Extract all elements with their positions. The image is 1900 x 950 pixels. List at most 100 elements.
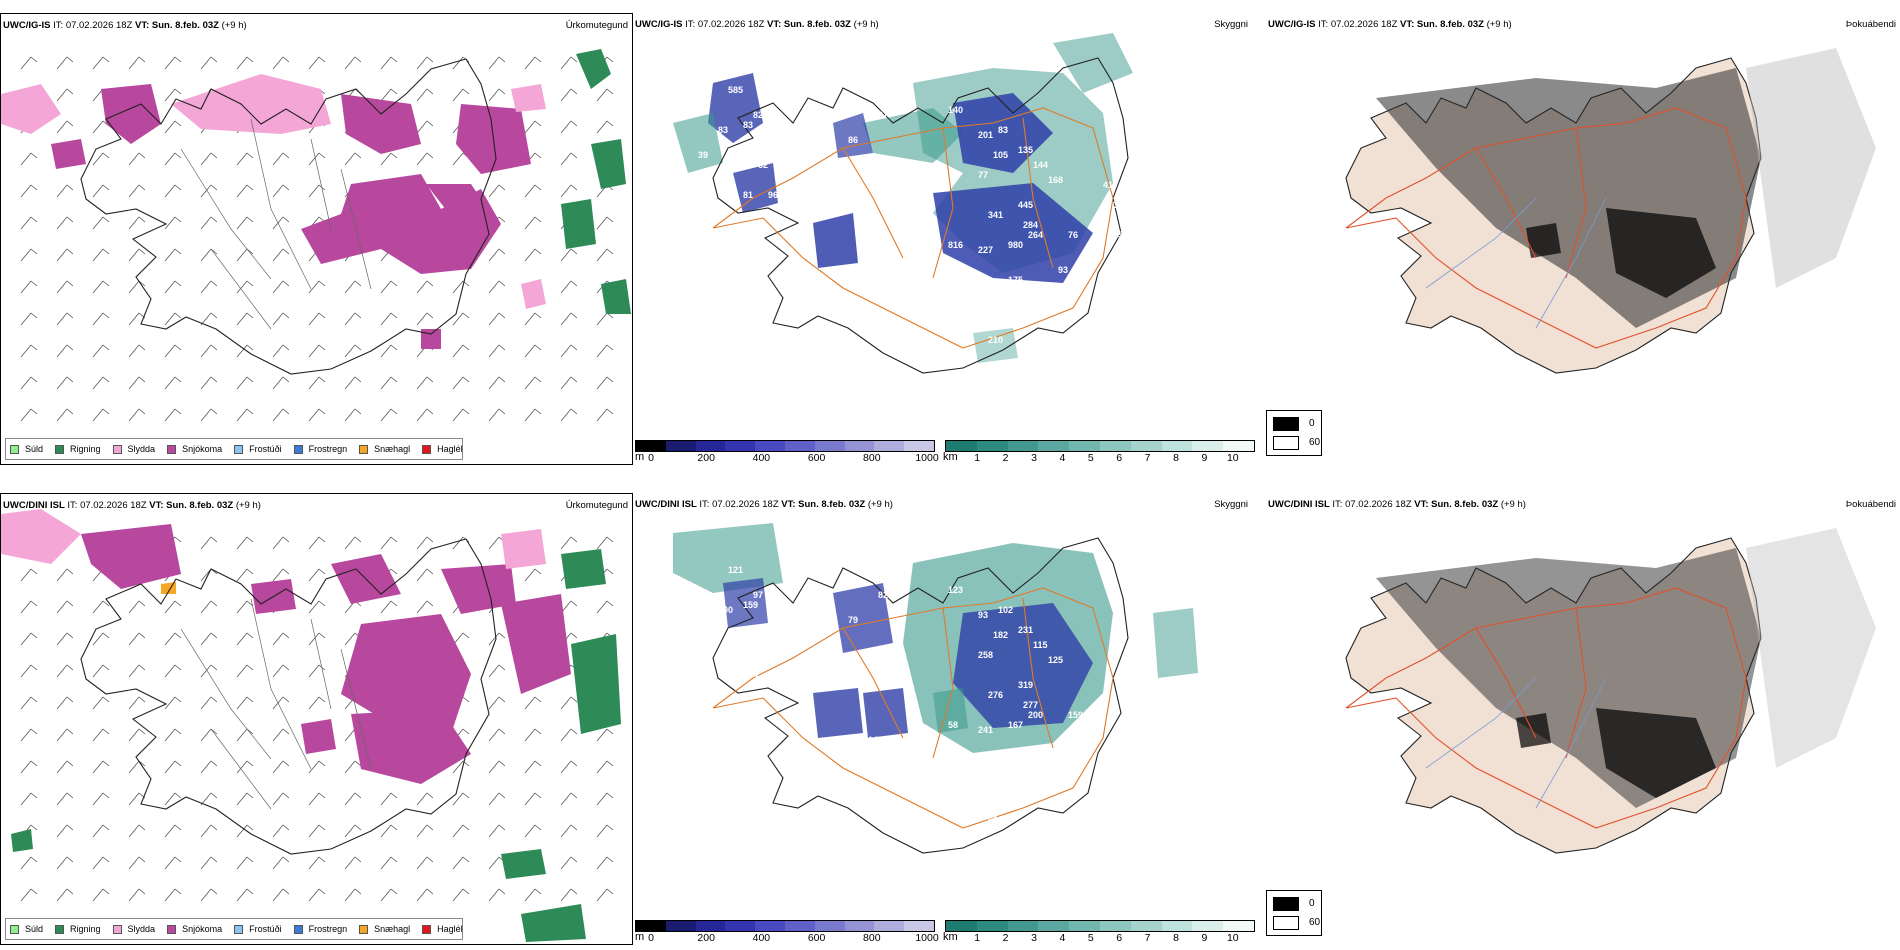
legend-item-rigning: Rigning bbox=[55, 924, 101, 934]
wind-barb bbox=[308, 408, 326, 422]
wind-barb bbox=[272, 664, 290, 678]
wind-barb bbox=[200, 376, 218, 390]
wind-barb bbox=[560, 696, 578, 710]
distance-colorbar-segment bbox=[1007, 921, 1039, 931]
visibility-label: 816 bbox=[948, 240, 963, 250]
legend-item-sudl: Súld bbox=[10, 924, 43, 934]
wind-barb bbox=[200, 728, 218, 742]
wind-barb bbox=[236, 408, 254, 422]
distance-colorbar-tick: 1 bbox=[974, 932, 981, 944]
distance-colorbar-segment bbox=[976, 441, 1008, 451]
distance-colorbar-segment bbox=[1069, 921, 1100, 931]
legend-item-haglel: Haglél bbox=[422, 924, 463, 934]
wind-barb bbox=[452, 56, 470, 70]
iceland-outline bbox=[80, 538, 497, 855]
wind-barb bbox=[416, 312, 434, 326]
wind-barb bbox=[164, 856, 182, 870]
visibility-label: 100 bbox=[718, 605, 733, 615]
precip-type-legend: Súld Rigning Slydda Snjókoma Frostúði Fr… bbox=[5, 918, 463, 940]
wind-barb bbox=[596, 888, 614, 902]
wind-barb bbox=[452, 312, 470, 326]
wind-barb bbox=[452, 408, 470, 422]
wind-barb bbox=[596, 88, 614, 102]
visibility-label: 81 bbox=[743, 190, 753, 200]
iceland-precip-map bbox=[1, 49, 631, 422]
visibility-label: 135 bbox=[1018, 145, 1033, 155]
wind-barb bbox=[164, 696, 182, 710]
distance-colorbar-segment bbox=[1069, 441, 1100, 451]
wind-barb bbox=[524, 568, 542, 582]
wind-barb bbox=[236, 376, 254, 390]
panel-title: UWC/IG-IS IT: 07.02.2026 18Z VT: Sun. 8.… bbox=[635, 19, 879, 30]
height-colorbar-segment bbox=[814, 441, 845, 451]
height-colorbar-tick: 400 bbox=[752, 932, 771, 944]
distance-colorbar-tick: 6 bbox=[1116, 452, 1123, 464]
wind-barb bbox=[92, 376, 110, 390]
wind-barb bbox=[164, 728, 182, 742]
panel-title: UWC/IG-IS IT: 07.02.2026 18Z VT: Sun. 8.… bbox=[1268, 19, 1512, 30]
wind-barb bbox=[272, 792, 290, 806]
wind-barb bbox=[164, 824, 182, 838]
legend-item-slydda: Slydda bbox=[112, 444, 155, 454]
visibility-label: 144 bbox=[1033, 160, 1048, 170]
fog-legend-row2: 0 60 bbox=[1266, 890, 1322, 936]
wind-barb bbox=[272, 632, 290, 646]
wind-barb bbox=[452, 824, 470, 838]
panel-field-name: Úrkomutegund bbox=[565, 20, 628, 31]
height-colorbar-segment bbox=[755, 441, 785, 451]
wind-barb bbox=[92, 248, 110, 262]
visibility-label: 231 bbox=[1018, 625, 1033, 635]
wind-barb bbox=[20, 600, 38, 614]
wind-barb bbox=[272, 184, 290, 198]
distance-colorbar-segment bbox=[1161, 441, 1193, 451]
fog-area bbox=[1516, 713, 1551, 748]
wind-barb bbox=[56, 728, 74, 742]
distance-colorbar-tick: 8 bbox=[1173, 452, 1179, 464]
wind-barb bbox=[92, 280, 110, 294]
cloud-areas bbox=[673, 523, 1198, 753]
wind-barb bbox=[128, 184, 146, 198]
wind-barb bbox=[272, 56, 290, 70]
height-colorbar-tick: 200 bbox=[697, 932, 715, 944]
wind-barb bbox=[236, 280, 254, 294]
wind-barb bbox=[308, 856, 326, 870]
panel-field-name: Þokuábendi bbox=[1845, 19, 1896, 30]
height-colorbar-segment bbox=[725, 441, 756, 451]
wind-barb bbox=[272, 568, 290, 582]
visibility-label: 241 bbox=[978, 725, 993, 735]
wind-barb bbox=[308, 152, 326, 166]
wind-barb bbox=[20, 280, 38, 294]
wind-barb bbox=[56, 632, 74, 646]
wind-barb bbox=[416, 408, 434, 422]
distance-colorbar-tick: 10 bbox=[1226, 932, 1239, 944]
height-colorbar-segment bbox=[665, 441, 696, 451]
precip-type-legend: Súld Rigning Slydda Snjókoma Frostúði Fr… bbox=[5, 438, 463, 460]
distance-colorbar-tick: 3 bbox=[1031, 452, 1037, 464]
wind-barb bbox=[20, 408, 38, 422]
wind-barb bbox=[92, 344, 110, 358]
precip-areas bbox=[1, 509, 621, 942]
legend-item-frostudi: Frostúði bbox=[234, 444, 282, 454]
wind-barb bbox=[344, 760, 362, 774]
distance-colorbar-segment bbox=[1099, 921, 1131, 931]
wind-barb bbox=[164, 376, 182, 390]
wind-barb bbox=[524, 696, 542, 710]
wind-barb bbox=[596, 344, 614, 358]
height-colorbar-tick: 400 bbox=[752, 452, 771, 464]
visibility-label: 83 bbox=[998, 125, 1008, 135]
distance-colorbar-segment bbox=[1099, 441, 1131, 451]
wind-barb bbox=[488, 248, 506, 262]
visibility-label: 331 bbox=[1008, 300, 1023, 310]
visibility-label: 134 bbox=[908, 730, 923, 740]
wind-barb bbox=[560, 888, 578, 902]
wind-barb bbox=[128, 408, 146, 422]
panel-title: UWC/DINI ISL IT: 07.02.2026 18Z VT: Sun.… bbox=[1268, 499, 1526, 510]
wind-barb bbox=[56, 696, 74, 710]
visibility-label: 125 bbox=[1048, 655, 1063, 665]
wind-barb bbox=[92, 184, 110, 198]
height-colorbar-tick: 1000 bbox=[915, 452, 939, 464]
wind-barb bbox=[272, 376, 290, 390]
roads bbox=[1345, 587, 1747, 829]
fog-area bbox=[1746, 48, 1876, 288]
visibility-label: 585 bbox=[728, 85, 743, 95]
